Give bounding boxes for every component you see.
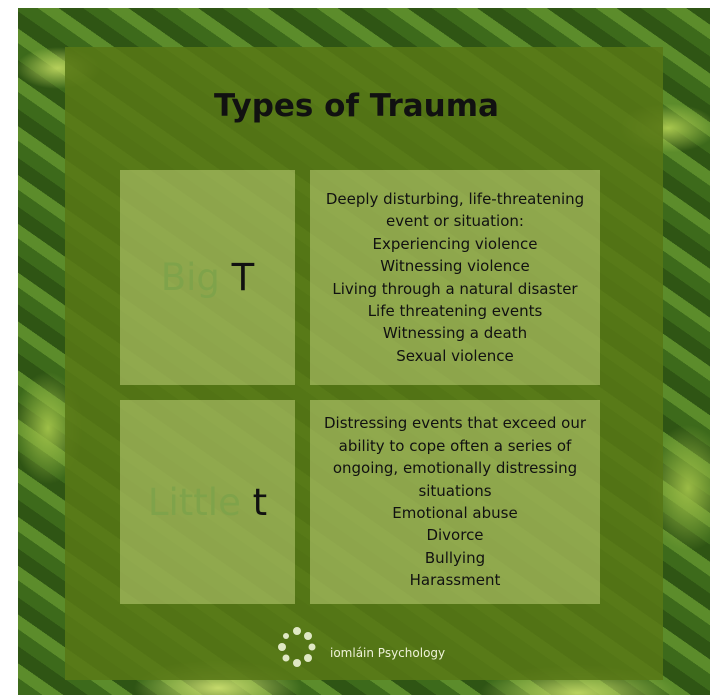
description-line: Divorce — [426, 526, 484, 545]
term: Big T — [161, 256, 255, 299]
description-box: Deeply disturbing, life-threatening event… — [310, 170, 600, 385]
term-light: Big — [160, 256, 220, 299]
description-line: Experiencing violence — [372, 234, 538, 253]
term-box: Little t — [120, 400, 295, 604]
title: Types of Trauma — [214, 88, 499, 124]
term-dark: t — [252, 480, 268, 524]
term-dark: T — [231, 256, 255, 299]
brand: iomláin Psychology — [330, 646, 446, 660]
description-line: Harassment — [409, 571, 501, 590]
description-line: Life threatening events — [367, 301, 543, 320]
description-line: ability to cope often a series of — [338, 436, 572, 455]
term: Little t — [148, 481, 267, 524]
description-line: Witnessing violence — [380, 257, 530, 276]
logo — [278, 627, 316, 667]
description-line: Sexual violence — [396, 346, 514, 365]
description-line: Witnessing a death — [382, 324, 528, 343]
description-line: Bullying — [424, 548, 486, 567]
description-line: Emotional abuse — [392, 504, 518, 522]
description-line: Distressing events that exceed our — [323, 414, 587, 433]
description-line: ongoing, emotionally distressing — [332, 459, 578, 478]
term-box: Big T — [120, 170, 295, 385]
description-line: Deeply disturbing, life-threatening — [325, 189, 585, 208]
description-line: Living through a natural disaster — [332, 279, 578, 298]
description-box: Distressing events that exceed our abilit… — [310, 400, 600, 604]
description-line: situations — [418, 481, 492, 500]
description-line: event or situation: — [386, 212, 524, 231]
term-light: Little — [147, 480, 241, 524]
